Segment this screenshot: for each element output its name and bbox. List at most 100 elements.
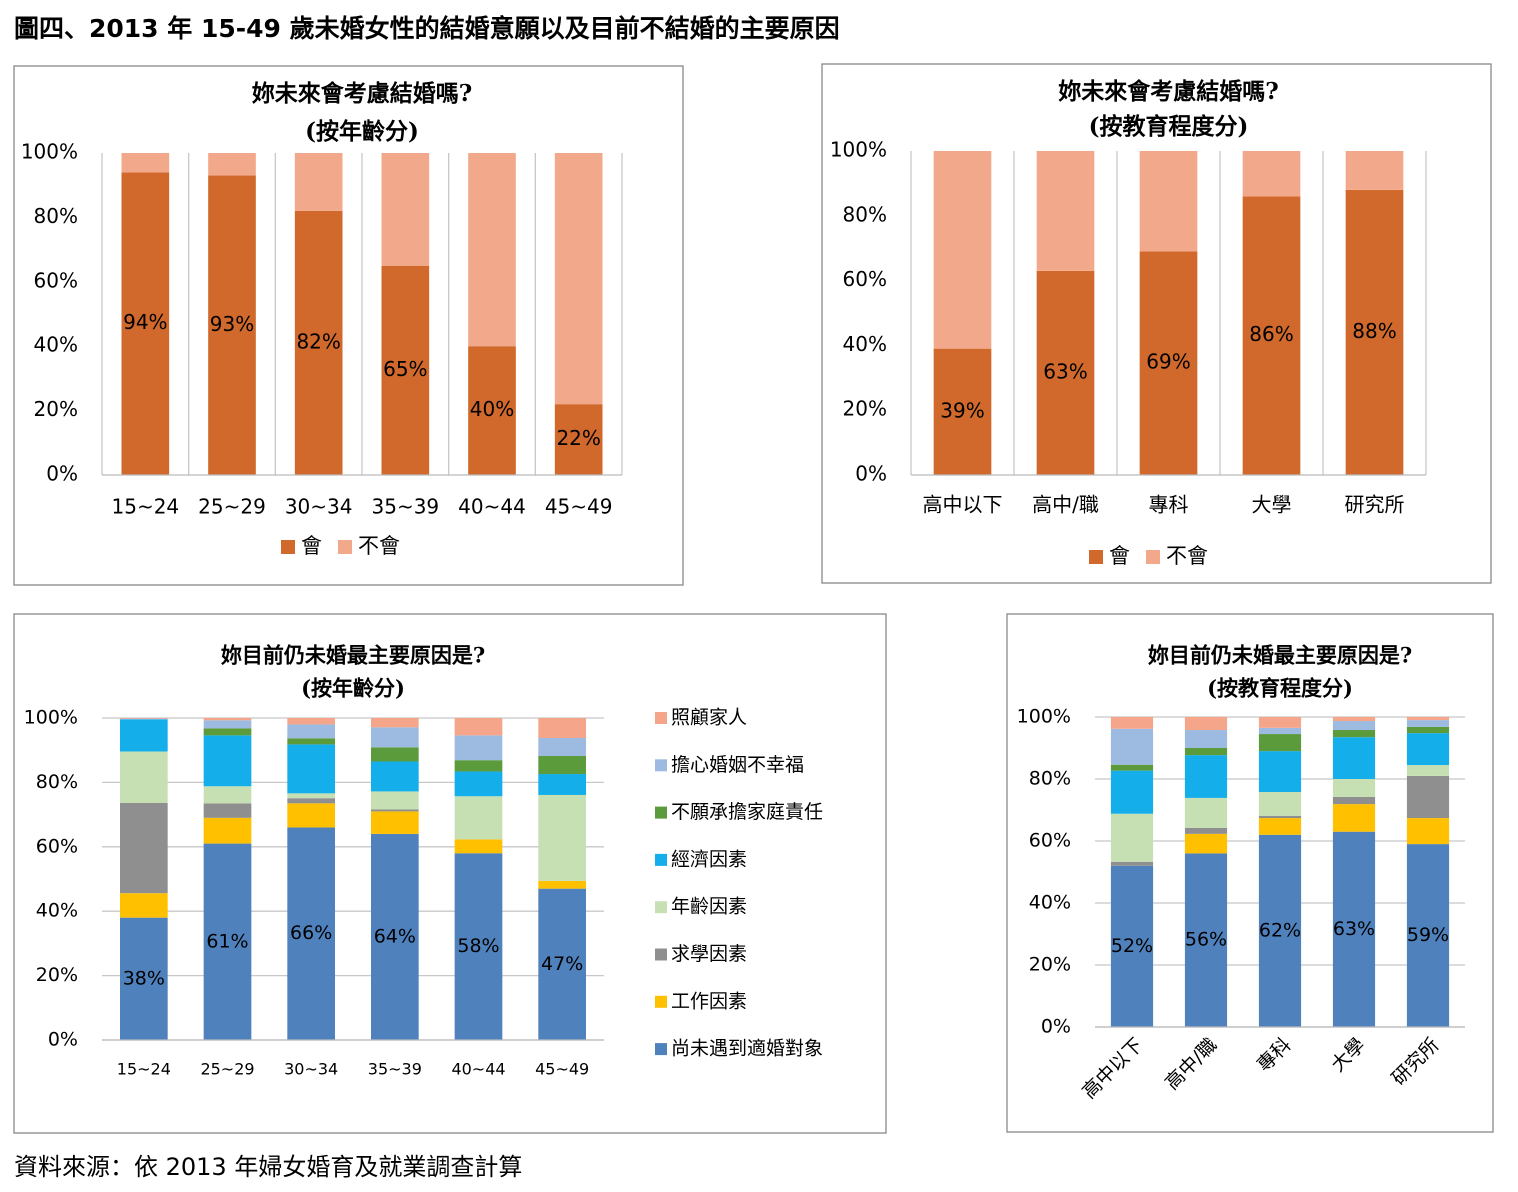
bar-segment bbox=[1406, 720, 1450, 727]
data-label: 38% bbox=[123, 967, 165, 989]
y-tick-label: 80% bbox=[1029, 768, 1071, 790]
data-label: 63% bbox=[1333, 918, 1375, 940]
y-tick-label: 0% bbox=[48, 1029, 78, 1051]
x-tick-label: 研究所 bbox=[1345, 493, 1405, 517]
bar-segment bbox=[119, 719, 168, 752]
data-label: 88% bbox=[1352, 319, 1396, 343]
legend-swatch bbox=[655, 759, 667, 772]
bar-segment bbox=[538, 774, 587, 795]
bar-segment bbox=[1184, 730, 1228, 748]
data-label: 59% bbox=[1407, 924, 1449, 946]
bar-segment bbox=[1258, 815, 1302, 819]
bar-segment bbox=[1332, 831, 1376, 1027]
bar-segment bbox=[1110, 865, 1154, 1027]
x-tick-label: 15~24 bbox=[117, 1060, 171, 1079]
y-tick-label: 60% bbox=[36, 835, 78, 857]
figure-title: 圖四、2013 年 15-49 歲未婚女性的結婚意願以及目前不結婚的主要原因 bbox=[14, 14, 840, 43]
bar-segment bbox=[1406, 717, 1450, 721]
y-tick-label: 60% bbox=[34, 268, 78, 292]
y-tick-label: 20% bbox=[34, 397, 78, 421]
bar-segment bbox=[287, 738, 336, 745]
bar-segment bbox=[1184, 717, 1228, 731]
legend-label: 不會 bbox=[1166, 544, 1208, 568]
bar-segment bbox=[119, 718, 168, 720]
y-tick-label: 80% bbox=[36, 771, 78, 793]
bar-segment bbox=[538, 718, 587, 738]
y-tick-label: 100% bbox=[21, 140, 78, 164]
bar-segment bbox=[381, 265, 430, 475]
bar-segment bbox=[119, 893, 168, 918]
bar-segment bbox=[1184, 797, 1228, 828]
legend-swatch bbox=[1089, 550, 1103, 564]
bar-segment bbox=[454, 760, 503, 772]
bar-segment bbox=[1258, 751, 1302, 793]
bar-segment bbox=[370, 761, 419, 792]
chart-subtitle: (按年齡分) bbox=[301, 676, 405, 701]
data-label: 93% bbox=[210, 312, 254, 336]
y-tick-label: 100% bbox=[1017, 706, 1071, 728]
chart-subtitle: (按年齡分) bbox=[305, 118, 419, 145]
legend-swatch bbox=[1146, 550, 1160, 564]
y-tick-label: 40% bbox=[34, 333, 78, 357]
data-label: 94% bbox=[123, 310, 167, 334]
y-tick-label: 0% bbox=[46, 462, 78, 486]
bar-segment bbox=[1184, 827, 1228, 834]
bar-segment bbox=[468, 153, 516, 347]
bar-segment bbox=[294, 210, 343, 475]
y-tick-label: 100% bbox=[830, 138, 887, 162]
bar-segment bbox=[1258, 818, 1302, 835]
bar-segment bbox=[119, 751, 168, 804]
y-tick-label: 0% bbox=[855, 462, 887, 486]
legend-label: 不願承擔家庭責任 bbox=[671, 801, 823, 823]
bar-segment bbox=[1242, 196, 1301, 476]
legend-label: 會 bbox=[1109, 544, 1130, 568]
y-tick-label: 40% bbox=[1029, 892, 1071, 914]
y-tick-label: 60% bbox=[1029, 830, 1071, 852]
legend-swatch bbox=[655, 1043, 667, 1056]
y-tick-label: 20% bbox=[843, 397, 887, 421]
data-label: 69% bbox=[1146, 350, 1190, 374]
bar-segment bbox=[370, 727, 419, 748]
legend-label: 尚未遇到適婚對象 bbox=[671, 1038, 823, 1060]
bar-segment bbox=[933, 151, 992, 349]
data-label: 86% bbox=[1249, 322, 1293, 346]
y-tick-label: 60% bbox=[843, 267, 887, 291]
legend-swatch bbox=[655, 712, 667, 724]
x-tick-label: 高中/職 bbox=[1032, 493, 1099, 517]
bar-segment bbox=[933, 348, 992, 475]
y-tick-label: 100% bbox=[24, 707, 78, 729]
data-label: 82% bbox=[296, 329, 340, 353]
bar-segment bbox=[1139, 251, 1198, 475]
bar-segment bbox=[1332, 730, 1376, 738]
bar-segment bbox=[1110, 861, 1154, 866]
bar-segment bbox=[1258, 834, 1302, 1027]
legend-swatch bbox=[338, 540, 352, 554]
bar-segment bbox=[287, 724, 336, 739]
bar-segment bbox=[1184, 755, 1228, 798]
data-label: 61% bbox=[206, 930, 248, 952]
x-tick-label: 45~49 bbox=[535, 1060, 589, 1079]
x-tick-label: 30~34 bbox=[285, 495, 353, 519]
data-label: 64% bbox=[374, 925, 416, 947]
chart-title: 妳目前仍未婚最主要原因是? bbox=[1148, 643, 1412, 668]
bar-segment bbox=[1184, 853, 1228, 1027]
source-note: 資料來源：依 2013 年婦女婚育及就業調查計算 bbox=[14, 1153, 522, 1181]
bar-segment bbox=[1258, 717, 1302, 728]
bar-segment bbox=[381, 153, 430, 266]
bar-segment bbox=[203, 786, 252, 804]
bar-segment bbox=[287, 744, 336, 794]
bar-segment bbox=[1110, 728, 1154, 765]
x-tick-label: 25~29 bbox=[198, 495, 266, 519]
bar-segment bbox=[1110, 770, 1154, 814]
y-tick-label: 80% bbox=[34, 204, 78, 228]
bar-segment bbox=[1258, 734, 1302, 752]
x-tick-label: 45~49 bbox=[545, 495, 613, 519]
bar-segment bbox=[287, 798, 336, 804]
bar-segment bbox=[203, 720, 252, 729]
bar-segment bbox=[370, 833, 419, 1040]
bar-segment bbox=[1332, 721, 1376, 731]
legend-swatch bbox=[281, 540, 295, 554]
bar-segment bbox=[1406, 765, 1450, 776]
x-tick-label: 25~29 bbox=[200, 1060, 254, 1079]
data-label: 22% bbox=[556, 426, 600, 450]
